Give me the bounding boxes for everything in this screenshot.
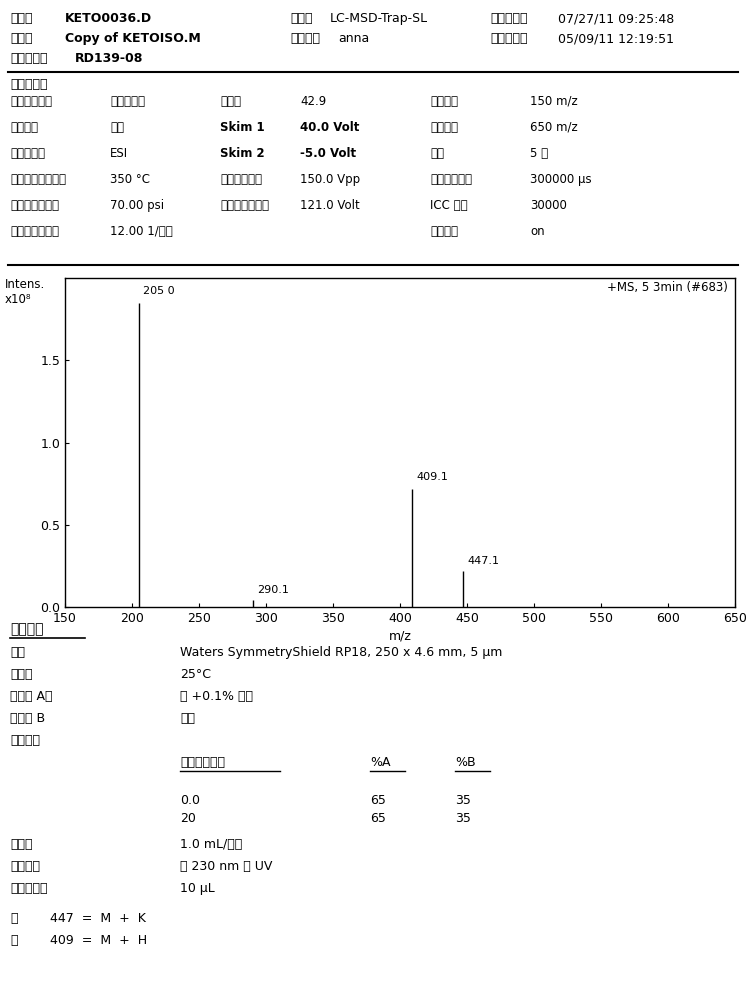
Text: 最大积累时间: 最大积累时间 [430, 173, 472, 186]
Text: 检测器：: 检测器： [10, 860, 40, 873]
Text: RD139-08: RD139-08 [75, 52, 143, 65]
Text: 25°C: 25°C [180, 668, 211, 681]
Text: 12.00 1/分钟: 12.00 1/分钟 [110, 225, 173, 238]
Text: 205 0: 205 0 [142, 286, 175, 296]
Text: 操作员：: 操作员： [290, 32, 320, 45]
Text: ESI: ESI [110, 147, 128, 160]
Text: 30000: 30000 [530, 199, 567, 212]
Text: Waters SymmetryShield RP18, 250 x 4.6 mm, 5 μm: Waters SymmetryShield RP18, 250 x 4.6 mm… [180, 646, 502, 659]
Text: 时间（分钟）: 时间（分钟） [180, 756, 225, 769]
Text: 150.0 Vpp: 150.0 Vpp [300, 173, 360, 186]
Text: 流动相 A：: 流动相 A： [10, 690, 52, 703]
Text: ICC 目标: ICC 目标 [430, 199, 468, 212]
Text: 447  =  M  +  K: 447 = M + K [50, 912, 146, 925]
Text: 5 谱: 5 谱 [530, 147, 548, 160]
Text: 八极射频振幅: 八极射频振幅 [220, 173, 262, 186]
Text: 10 μL: 10 μL [180, 882, 215, 895]
Text: 离子源类型: 离子源类型 [10, 147, 45, 160]
Text: 扫描结束: 扫描结束 [430, 121, 458, 134]
Text: 样品名称：: 样品名称： [10, 52, 48, 65]
Text: 121.0 Volt: 121.0 Volt [300, 199, 360, 212]
Text: 20: 20 [180, 812, 196, 825]
Text: 打印时间：: 打印时间： [490, 12, 527, 25]
Text: 300000 μs: 300000 μs [530, 173, 592, 186]
Text: 电荷控制: 电荷控制 [430, 225, 458, 238]
Text: anna: anna [338, 32, 369, 45]
Text: 得到日期：: 得到日期： [490, 32, 527, 45]
Text: 分析：: 分析： [10, 12, 33, 25]
Text: 峰: 峰 [10, 912, 17, 925]
Text: Skim 1: Skim 1 [220, 121, 265, 134]
Text: Copy of KETOISO.M: Copy of KETOISO.M [65, 32, 201, 45]
Text: 05/09/11 12:19:51: 05/09/11 12:19:51 [558, 32, 674, 45]
Text: 质量范围模式: 质量范围模式 [10, 95, 52, 108]
Text: 水 +0.1% 甲酸: 水 +0.1% 甲酸 [180, 690, 253, 703]
Text: 150 m/z: 150 m/z [530, 95, 577, 108]
Text: 仪器：: 仪器： [290, 12, 313, 25]
Text: on: on [530, 225, 545, 238]
Text: 65: 65 [370, 812, 386, 825]
Text: %A: %A [370, 756, 390, 769]
Text: 1.0 mL/分钟: 1.0 mL/分钟 [180, 838, 242, 851]
Text: Intens.: Intens. [5, 278, 46, 291]
Text: 65: 65 [370, 794, 386, 807]
Text: 409.1: 409.1 [416, 472, 448, 482]
Text: 采集参数：: 采集参数： [10, 78, 48, 91]
Text: 等强度：: 等强度： [10, 734, 40, 747]
Text: 柱：: 柱： [10, 646, 25, 659]
Text: 乙腈: 乙腈 [180, 712, 195, 725]
Text: 70.00 psi: 70.00 psi [110, 199, 164, 212]
Text: %B: %B [455, 756, 476, 769]
Text: 0.0: 0.0 [180, 794, 200, 807]
Text: 流动相 B: 流动相 B [10, 712, 45, 725]
Text: 阱驱动: 阱驱动 [220, 95, 241, 108]
Text: 35: 35 [455, 812, 471, 825]
Text: KETO0036.D: KETO0036.D [65, 12, 152, 25]
Text: 409  =  M  +  H: 409 = M + H [50, 934, 147, 947]
Text: 35: 35 [455, 794, 471, 807]
Text: 平均: 平均 [430, 147, 444, 160]
Text: 注射体积：: 注射体积： [10, 882, 48, 895]
Text: 350 °C: 350 °C [110, 173, 150, 186]
Text: 42.9: 42.9 [300, 95, 326, 108]
Text: x10⁸: x10⁸ [5, 293, 31, 306]
Text: 峰: 峰 [10, 934, 17, 947]
Text: 07/27/11 09:25:48: 07/27/11 09:25:48 [558, 12, 674, 25]
Text: 干燥气（设定）: 干燥气（设定） [10, 225, 59, 238]
Text: 干燥温度（设定）: 干燥温度（设定） [10, 173, 66, 186]
Text: 方法：: 方法： [10, 32, 33, 45]
Text: 喷雾气（设定）: 喷雾气（设定） [10, 199, 59, 212]
Text: 柱温：: 柱温： [10, 668, 33, 681]
Text: 毛细管出口电压: 毛细管出口电压 [220, 199, 269, 212]
Text: Skim 2: Skim 2 [220, 147, 265, 160]
Text: 离子极性: 离子极性 [10, 121, 38, 134]
X-axis label: m/z: m/z [389, 629, 412, 642]
Text: -5.0 Volt: -5.0 Volt [300, 147, 356, 160]
Text: +MS, 5 3min (#683): +MS, 5 3min (#683) [607, 281, 728, 294]
Text: 扫描开始: 扫描开始 [430, 95, 458, 108]
Text: 650 m/z: 650 m/z [530, 121, 577, 134]
Text: 流速：: 流速： [10, 838, 33, 851]
Text: 40.0 Volt: 40.0 Volt [300, 121, 360, 134]
Text: LC-MSD-Trap-SL: LC-MSD-Trap-SL [330, 12, 428, 25]
Text: 290.1: 290.1 [257, 585, 289, 595]
Text: 标准／正常: 标准／正常 [110, 95, 145, 108]
Text: 在 230 nm 的 UV: 在 230 nm 的 UV [180, 860, 272, 873]
Text: 447.1: 447.1 [467, 556, 499, 566]
Text: 阳性: 阳性 [110, 121, 124, 134]
Text: 色谱条件: 色谱条件 [10, 622, 43, 636]
